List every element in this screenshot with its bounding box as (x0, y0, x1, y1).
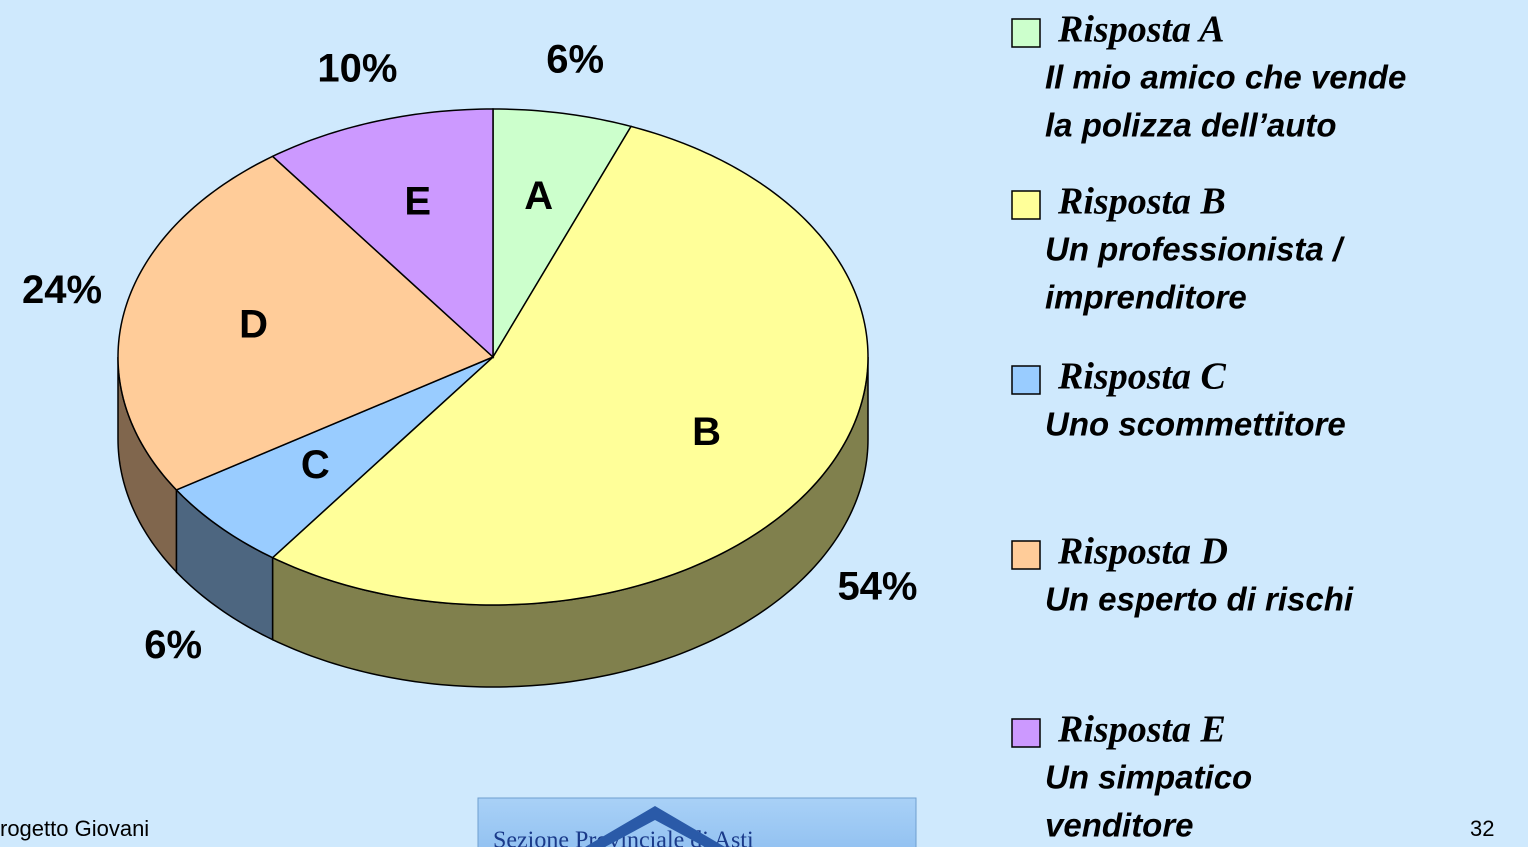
legend-description: Un simpatico (1045, 759, 1252, 796)
slice-letter: E (404, 179, 431, 223)
slice-letter: D (239, 302, 268, 346)
pie: A 6% B 54% C 6% D 24% E 10% (22, 38, 918, 688)
pie-slice (271, 108, 494, 359)
legend-description: Uno scommettitore (1045, 406, 1346, 443)
footer-left: rogetto Giovani (0, 816, 149, 841)
legend-description: Un esperto di rischi (1045, 581, 1354, 618)
value-label: 6% (144, 623, 202, 667)
legend-description: Il mio amico che vende (1045, 59, 1406, 96)
legend-swatch (1011, 540, 1041, 570)
legend-description: la polizza dell’auto (1045, 107, 1337, 144)
slice-letter: C (301, 443, 330, 487)
value-label: 10% (317, 47, 397, 91)
slice-letter: A (524, 174, 553, 218)
legend-swatch (1011, 18, 1041, 48)
slice-letter: B (692, 410, 721, 454)
logo-chevron (585, 806, 725, 847)
legend-swatch (1011, 190, 1041, 220)
legend-name: Risposta A (1057, 9, 1224, 51)
legend: Risposta A Il mio amico che vende la poliz… (1011, 9, 1406, 844)
legend-swatch (1011, 718, 1041, 748)
pie-slice (271, 125, 869, 606)
legend-name: Risposta D (1057, 531, 1228, 573)
page-number: 32 (1470, 816, 1494, 841)
legend-description: venditore (1045, 807, 1194, 844)
legend-description: Un professionista / (1045, 231, 1346, 268)
value-label: 6% (546, 38, 604, 82)
legend-swatch (1011, 365, 1041, 395)
pie-slice (117, 155, 495, 491)
legend-description: imprenditore (1045, 279, 1247, 316)
legend-name: Risposta E (1057, 709, 1226, 751)
legend-name: Risposta B (1057, 181, 1226, 223)
pie-slice (175, 356, 494, 559)
value-label: 24% (22, 268, 102, 312)
legend-name: Risposta C (1057, 356, 1227, 398)
pie-slice (492, 108, 633, 360)
value-label: 54% (837, 564, 917, 608)
